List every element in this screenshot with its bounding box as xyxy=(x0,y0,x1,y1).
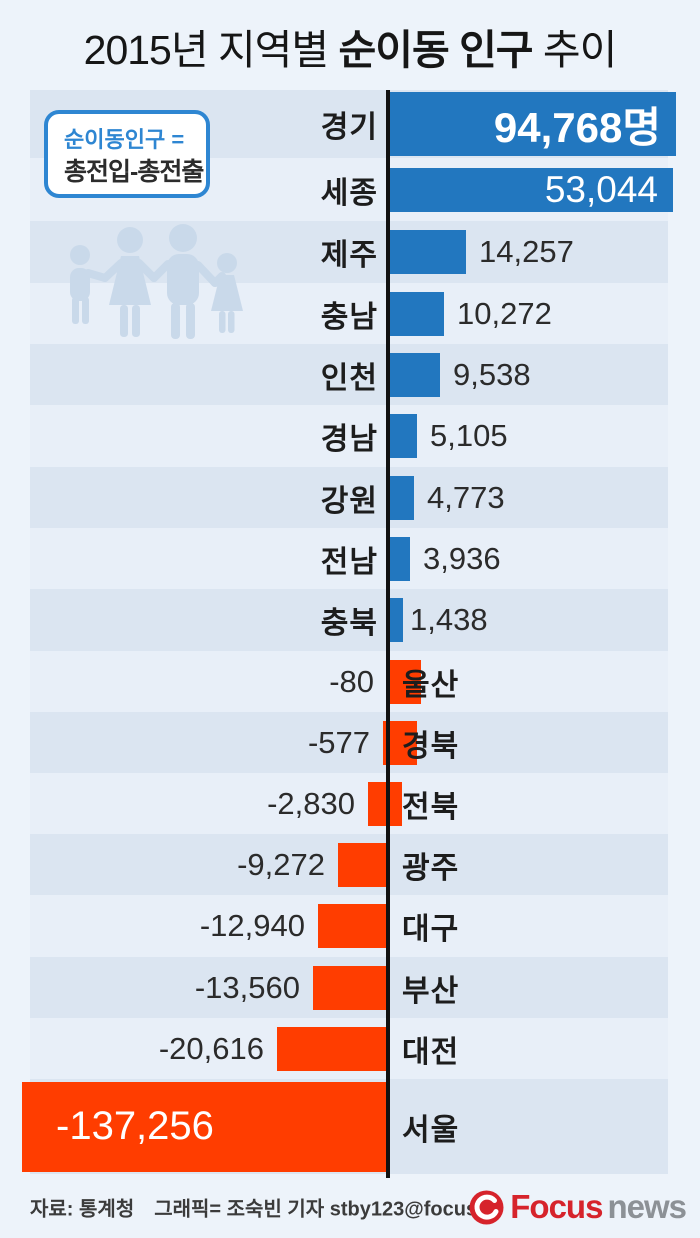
footer: 자료: 통계청 그래픽= 조숙빈 기자 stby123@focus.kr Foc… xyxy=(0,1176,700,1238)
region-label: 인천 xyxy=(320,361,378,395)
region-label: 세종 xyxy=(320,176,378,210)
value-label: 10,272 xyxy=(457,295,552,331)
value-label: 53,044 xyxy=(544,168,658,210)
positive-bar: 53,044 xyxy=(388,167,673,212)
value-label: 94,768명 xyxy=(493,103,661,151)
value-label: 14,257 xyxy=(479,234,574,269)
value-label: 1,438 xyxy=(410,602,488,637)
region-label: 대구 xyxy=(402,913,460,946)
row-stripe xyxy=(30,712,668,773)
zero-axis-line xyxy=(386,90,390,1178)
positive-bar xyxy=(388,414,417,458)
negative-bar xyxy=(277,1026,388,1071)
logo-text-news: news xyxy=(607,1188,687,1225)
value-label: -137,256 xyxy=(56,1104,214,1148)
chart-row: 충북 1,438 xyxy=(0,589,700,651)
value-label: -12,940 xyxy=(199,908,305,943)
focus-news-logo-icon xyxy=(469,1190,504,1224)
value-label: -13,560 xyxy=(194,969,300,1005)
negative-bar xyxy=(338,842,388,887)
page-title: 2015년 지역별 순이동 인구 추이 xyxy=(0,16,700,76)
legend-formula-title: 순이동인구 = xyxy=(64,127,185,152)
title-prefix: 2015년 지역별 xyxy=(83,27,339,73)
row-stripe xyxy=(30,467,668,528)
chart-row: 부산 -13,560 xyxy=(0,957,700,1018)
region-label: 충북 xyxy=(320,607,378,640)
credits: 자료: 통계청 그래픽= 조숙빈 기자 stby123@focus.kr xyxy=(30,1193,502,1222)
chart-row: -137,256 서울 xyxy=(0,1079,700,1174)
chart-row: 강원 4,773 xyxy=(0,467,700,528)
credit-text: 그래픽= 조숙빈 기자 stby123@focus.kr xyxy=(154,1198,502,1221)
negative-bar xyxy=(313,965,388,1010)
value-label: -20,616 xyxy=(158,1030,264,1066)
positive-bar xyxy=(388,475,414,520)
chart-row: 전북 -2,830 xyxy=(0,773,700,834)
title-suffix: 추이 xyxy=(532,27,617,73)
row-stripe xyxy=(30,589,668,651)
negative-bar xyxy=(318,904,388,948)
region-label: 서울 xyxy=(402,1113,460,1147)
region-label: 대전 xyxy=(402,1035,460,1069)
value-label: 4,773 xyxy=(427,479,505,515)
title-highlight: 순이동 인구 xyxy=(338,27,534,73)
chart-row: 울산 -80 xyxy=(0,651,700,712)
value-label: -577 xyxy=(307,724,370,760)
positive-bar: 94,768명 xyxy=(388,92,676,156)
region-label: 제주 xyxy=(320,239,378,272)
negative-bar xyxy=(387,659,421,704)
region-label: 전남 xyxy=(320,545,378,579)
focus-news-logo: Focus news xyxy=(468,1188,687,1226)
family-icon xyxy=(70,224,243,339)
chart-row: 대구 -12,940 xyxy=(0,895,700,957)
region-label: 울산 xyxy=(402,668,460,702)
positive-bar xyxy=(388,352,440,397)
row-stripe xyxy=(30,405,668,467)
region-label: 부산 xyxy=(402,974,460,1008)
positive-bar xyxy=(388,598,403,642)
row-stripe xyxy=(30,528,668,589)
negative-bar xyxy=(368,781,402,826)
row-stripe xyxy=(30,773,668,834)
legend-formula-body: 총전입-총전출 xyxy=(64,157,204,186)
negative-bar: -137,256 xyxy=(22,1081,388,1172)
row-stripe xyxy=(30,344,668,405)
chart-row: 전남 3,936 xyxy=(0,528,700,589)
chart-row: 경북 -577 xyxy=(0,712,700,773)
region-label: 충남 xyxy=(320,300,378,334)
row-stripe xyxy=(30,651,668,712)
region-label: 경북 xyxy=(402,729,460,763)
chart-row: 경남 5,105 xyxy=(0,405,700,467)
source-text: 자료: 통계청 xyxy=(30,1198,135,1221)
region-label: 광주 xyxy=(402,851,460,885)
region-label: 전북 xyxy=(402,790,460,824)
value-label: -80 xyxy=(329,663,374,699)
legend-box: 순이동인구 = 총전입-총전출 xyxy=(44,110,210,198)
value-label: 3,936 xyxy=(423,540,501,576)
chart-row: 대전 -20,616 xyxy=(0,1018,700,1079)
chart-row: 광주 -9,272 xyxy=(0,834,700,895)
positive-bar xyxy=(388,536,410,581)
value-label: 5,105 xyxy=(430,418,508,453)
region-label: 강원 xyxy=(320,484,378,518)
logo-text-focus: Focus xyxy=(510,1188,603,1225)
region-label: 경남 xyxy=(320,423,378,456)
chart-row: 인천 9,538 xyxy=(0,344,700,405)
value-label: -2,830 xyxy=(267,785,355,821)
positive-bar xyxy=(388,291,444,336)
positive-bar xyxy=(388,230,466,274)
region-label: 경기 xyxy=(320,111,378,144)
value-label: -9,272 xyxy=(237,846,325,882)
value-label: 9,538 xyxy=(453,356,531,392)
